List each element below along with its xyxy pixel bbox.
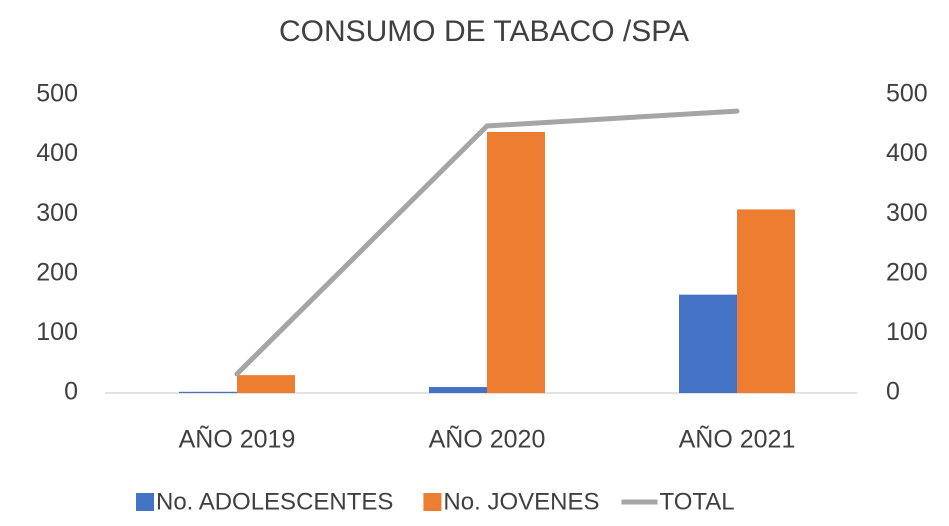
y-tick-label: 400: [36, 139, 78, 167]
x-tick-label: AÑO 2019: [179, 425, 296, 454]
x-tick-label: AÑO 2021: [679, 425, 796, 454]
legend-swatch: [423, 493, 442, 511]
y2-tick-label: 500: [886, 80, 928, 108]
bar: [679, 294, 737, 393]
y-tick-label: 200: [36, 258, 78, 286]
bar: [737, 209, 795, 393]
line: [234, 108, 740, 377]
legend-label: No. JOVENES: [443, 488, 599, 515]
bar: [487, 131, 545, 393]
legend-label: No. ADOLESCENTES: [156, 488, 393, 515]
legend-swatch: [136, 493, 154, 511]
y-tick-label: 300: [36, 199, 78, 227]
chart-title: CONSUMO DE TABACO /SPA: [279, 15, 689, 48]
legend-label: TOTAL: [659, 488, 734, 515]
y2-tick-label: 300: [886, 199, 928, 227]
y-tick-label: 100: [36, 318, 78, 346]
y2-tick-label: 400: [886, 139, 928, 167]
y2-tick-label: 100: [886, 318, 928, 346]
y2-tick-label: 200: [886, 258, 928, 286]
bar: [237, 375, 295, 393]
y-tick-label: 0: [64, 378, 78, 406]
bar: [179, 391, 237, 393]
y2-tick-label: 0: [886, 378, 900, 406]
y-tick-label: 500: [36, 80, 78, 108]
bar: [429, 387, 487, 393]
x-tick-label: AÑO 2020: [429, 425, 546, 454]
